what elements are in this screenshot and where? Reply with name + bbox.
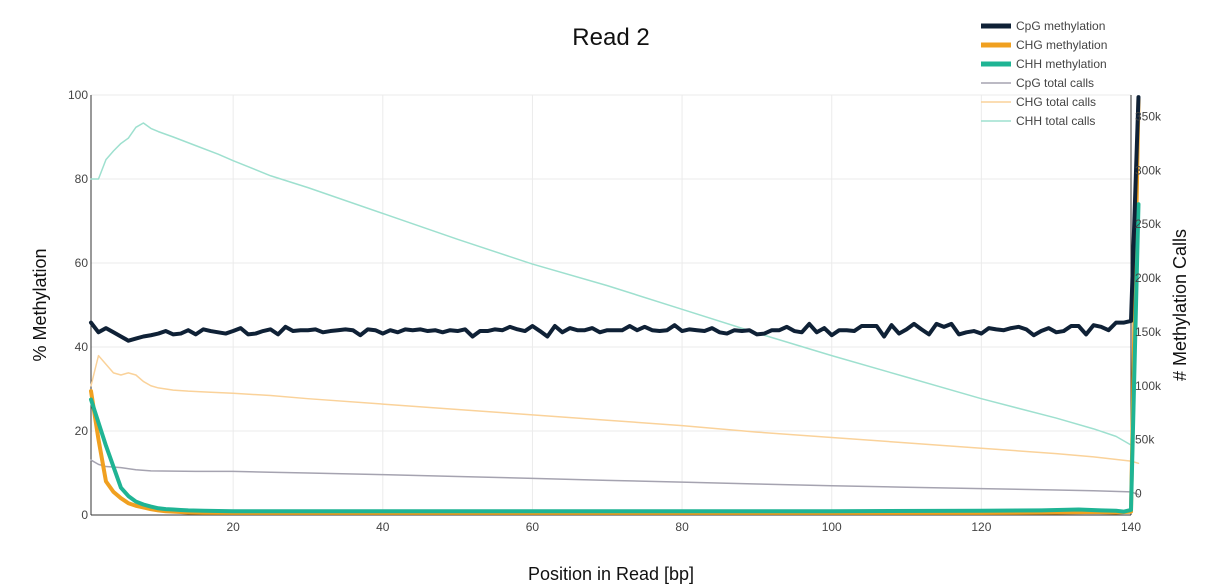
y-tick-label: 60 [75, 256, 89, 270]
y-tick-label: 100 [68, 88, 88, 102]
x-axis-title: Position in Read [bp] [528, 564, 694, 584]
y-tick-label: 40 [75, 340, 89, 354]
y2-tick-label: 100k [1135, 379, 1162, 393]
chart-title: Read 2 [572, 24, 649, 51]
cpg-methylation-line [89, 95, 1141, 343]
y2-tick-label: 200k [1135, 271, 1162, 285]
y-tick-label: 20 [75, 424, 89, 438]
chh-total-calls-line [90, 122, 1132, 446]
y-axis-title: % Methylation [30, 248, 50, 361]
x-tick-label: 140 [1121, 520, 1141, 534]
legend-label-chh-methylation: CHH methylation [1016, 57, 1107, 71]
y-tick-label: 0 [81, 508, 88, 522]
tick-labels: 20 40 60 80 100 120 140 0 20 40 60 80 100 0 50k 100k 150… [68, 88, 1162, 534]
x-tick-label: 60 [526, 520, 540, 534]
y2-tick-label: 0 [1135, 486, 1142, 500]
y2-axis-title: # Methylation Calls [1170, 229, 1190, 381]
x-tick-label: 40 [376, 520, 390, 534]
y2-tick-label: 250k [1135, 217, 1162, 231]
legend-label-cpg-methylation: CpG methylation [1016, 19, 1105, 33]
chh-methylation-line [89, 202, 1141, 514]
y2-tick-label: 50k [1135, 433, 1155, 447]
y2-tick-label: 300k [1135, 163, 1162, 177]
y2-tick-label: 350k [1135, 110, 1162, 124]
series [89, 95, 1141, 515]
legend-label-cpg-total-calls: CpG total calls [1016, 76, 1094, 90]
chg-total-calls-line [90, 354, 1140, 465]
y-tick-label: 80 [75, 172, 89, 186]
grid [91, 94, 1132, 515]
x-tick-label: 120 [971, 520, 991, 534]
legend-label-chg-methylation: CHG methylation [1016, 38, 1107, 52]
x-tick-label: 100 [822, 520, 842, 534]
cpg-total-calls-line [90, 459, 1140, 496]
legend: CpG methylation CHG methylation CHH methyl… [981, 19, 1107, 128]
x-tick-label: 20 [226, 520, 240, 534]
chg-methylation-line [89, 97, 1141, 515]
axes [90, 95, 1132, 516]
legend-label-chh-total-calls: CHH total calls [1016, 114, 1095, 128]
x-tick-label: 80 [675, 520, 689, 534]
y2-tick-label: 150k [1135, 325, 1162, 339]
legend-label-chg-total-calls: CHG total calls [1016, 95, 1096, 109]
